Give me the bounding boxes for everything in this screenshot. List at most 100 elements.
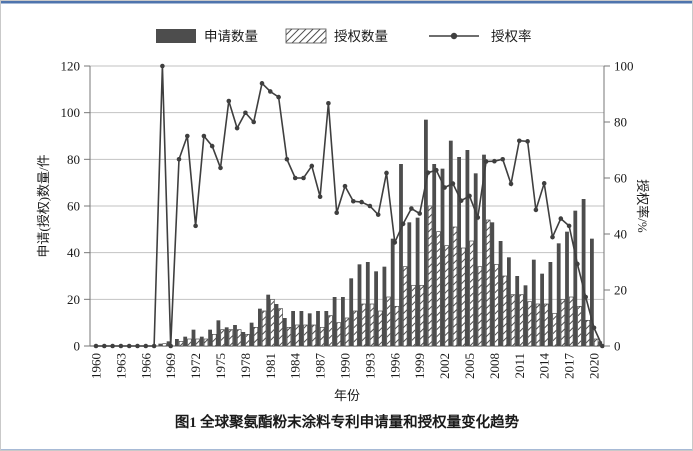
rate-marker xyxy=(193,223,198,229)
rate-marker xyxy=(508,181,514,187)
bar-application xyxy=(490,222,495,346)
gridlines-layer xyxy=(90,65,604,300)
rate-marker xyxy=(600,343,605,349)
bar-grant xyxy=(444,245,449,347)
left-tick-label: 120 xyxy=(61,59,81,74)
legend-swatch-applications xyxy=(156,29,196,43)
y-axis-title-right: 授权率/% xyxy=(635,179,650,233)
rate-marker xyxy=(259,81,265,86)
bar-grant xyxy=(577,305,582,347)
x-tick-label: 1975 xyxy=(213,353,228,379)
bar-application xyxy=(565,231,569,346)
bar-application xyxy=(183,336,188,346)
rate-marker xyxy=(284,156,290,162)
bar-grant xyxy=(386,296,391,347)
x-tick-label: 1969 xyxy=(163,353,178,379)
bar-grant xyxy=(253,326,259,347)
bar-grant xyxy=(245,333,250,347)
rate-marker xyxy=(375,212,381,217)
x-tick-label: 2008 xyxy=(487,353,502,379)
rate-marker xyxy=(483,159,489,164)
x-tick-label: 2002 xyxy=(437,353,452,379)
bar-grant xyxy=(319,326,325,347)
x-tick-label: 1993 xyxy=(362,353,377,379)
legend-swatch-grants xyxy=(285,28,327,44)
rate-marker xyxy=(500,156,506,162)
rate-marker xyxy=(566,223,572,229)
bar-application xyxy=(590,238,594,346)
x-tick-label: 1999 xyxy=(412,353,427,379)
bar-application xyxy=(299,311,304,346)
bar-grant xyxy=(494,263,499,347)
left-tick-label: 20 xyxy=(67,292,80,307)
bar-application xyxy=(266,294,271,346)
rate-marker xyxy=(292,175,298,181)
bar-grant xyxy=(560,298,566,347)
bar-grant xyxy=(436,231,441,347)
bar-application xyxy=(415,217,420,346)
rate-line xyxy=(96,65,604,347)
x-tick-label: 2017 xyxy=(562,353,577,380)
legend-label-rate: 授权率 xyxy=(491,28,532,44)
bar-application xyxy=(258,308,262,346)
bar-application xyxy=(365,262,370,346)
bar-grant xyxy=(535,303,541,347)
bar-application xyxy=(581,199,586,346)
bar-application xyxy=(332,297,337,346)
bar-application xyxy=(241,332,246,346)
left-tick-label: 40 xyxy=(67,245,80,260)
bar-grant xyxy=(552,312,557,347)
bar-grant xyxy=(510,294,516,347)
x-tick-label: 1966 xyxy=(138,353,153,380)
rate-marker xyxy=(176,156,182,162)
rate-marker xyxy=(409,206,414,211)
bar-application xyxy=(175,339,179,346)
rate-line-layer xyxy=(93,63,605,349)
bar-application xyxy=(407,222,412,346)
bar-grant xyxy=(236,329,242,347)
bar-application xyxy=(448,140,453,346)
bar-application xyxy=(166,341,171,346)
bar-application xyxy=(341,297,345,346)
left-tick-label: 60 xyxy=(67,199,80,214)
rate-marker xyxy=(126,343,132,349)
tick-labels-layer: 0 20 40 60 80 100 120 0 20 40 60 80 100 1960 1963 1966 1… xyxy=(61,59,634,380)
bar-grant xyxy=(295,324,300,347)
x-tick-label: 1963 xyxy=(113,353,128,379)
rate-marker xyxy=(359,199,364,205)
rate-marker xyxy=(268,89,273,94)
rate-marker xyxy=(541,181,547,186)
bar-grant xyxy=(270,298,275,347)
rate-marker xyxy=(517,138,522,144)
bar-application xyxy=(507,257,511,346)
rate-marker xyxy=(218,165,223,171)
bar-application xyxy=(224,327,229,346)
rate-marker xyxy=(326,100,331,106)
bar-grant xyxy=(178,340,184,347)
rate-marker xyxy=(301,175,306,181)
bar-application xyxy=(357,264,362,346)
rate-marker xyxy=(93,343,99,349)
bar-grant xyxy=(419,284,425,347)
bar-grant xyxy=(353,310,358,347)
bar-application xyxy=(432,164,437,346)
bars-layer xyxy=(158,119,603,347)
rate-marker xyxy=(558,216,564,221)
bar-application xyxy=(473,173,478,346)
rate-marker xyxy=(110,343,115,349)
left-tick-label: 80 xyxy=(67,152,80,167)
bar-application xyxy=(515,276,520,346)
bar-application xyxy=(349,278,354,346)
x-tick-label: 2014 xyxy=(537,353,552,380)
left-tick-label: 0 xyxy=(74,339,81,354)
bar-application xyxy=(233,325,237,346)
rate-marker xyxy=(342,183,348,189)
legend-marker-rate xyxy=(450,32,458,40)
left-tick-label: 100 xyxy=(61,105,81,120)
bar-application xyxy=(573,210,578,346)
right-tick-label: 20 xyxy=(614,283,627,298)
bar-application xyxy=(465,150,470,346)
rate-marker xyxy=(251,119,256,125)
bar-grant xyxy=(228,329,234,347)
rate-marker xyxy=(550,234,555,240)
